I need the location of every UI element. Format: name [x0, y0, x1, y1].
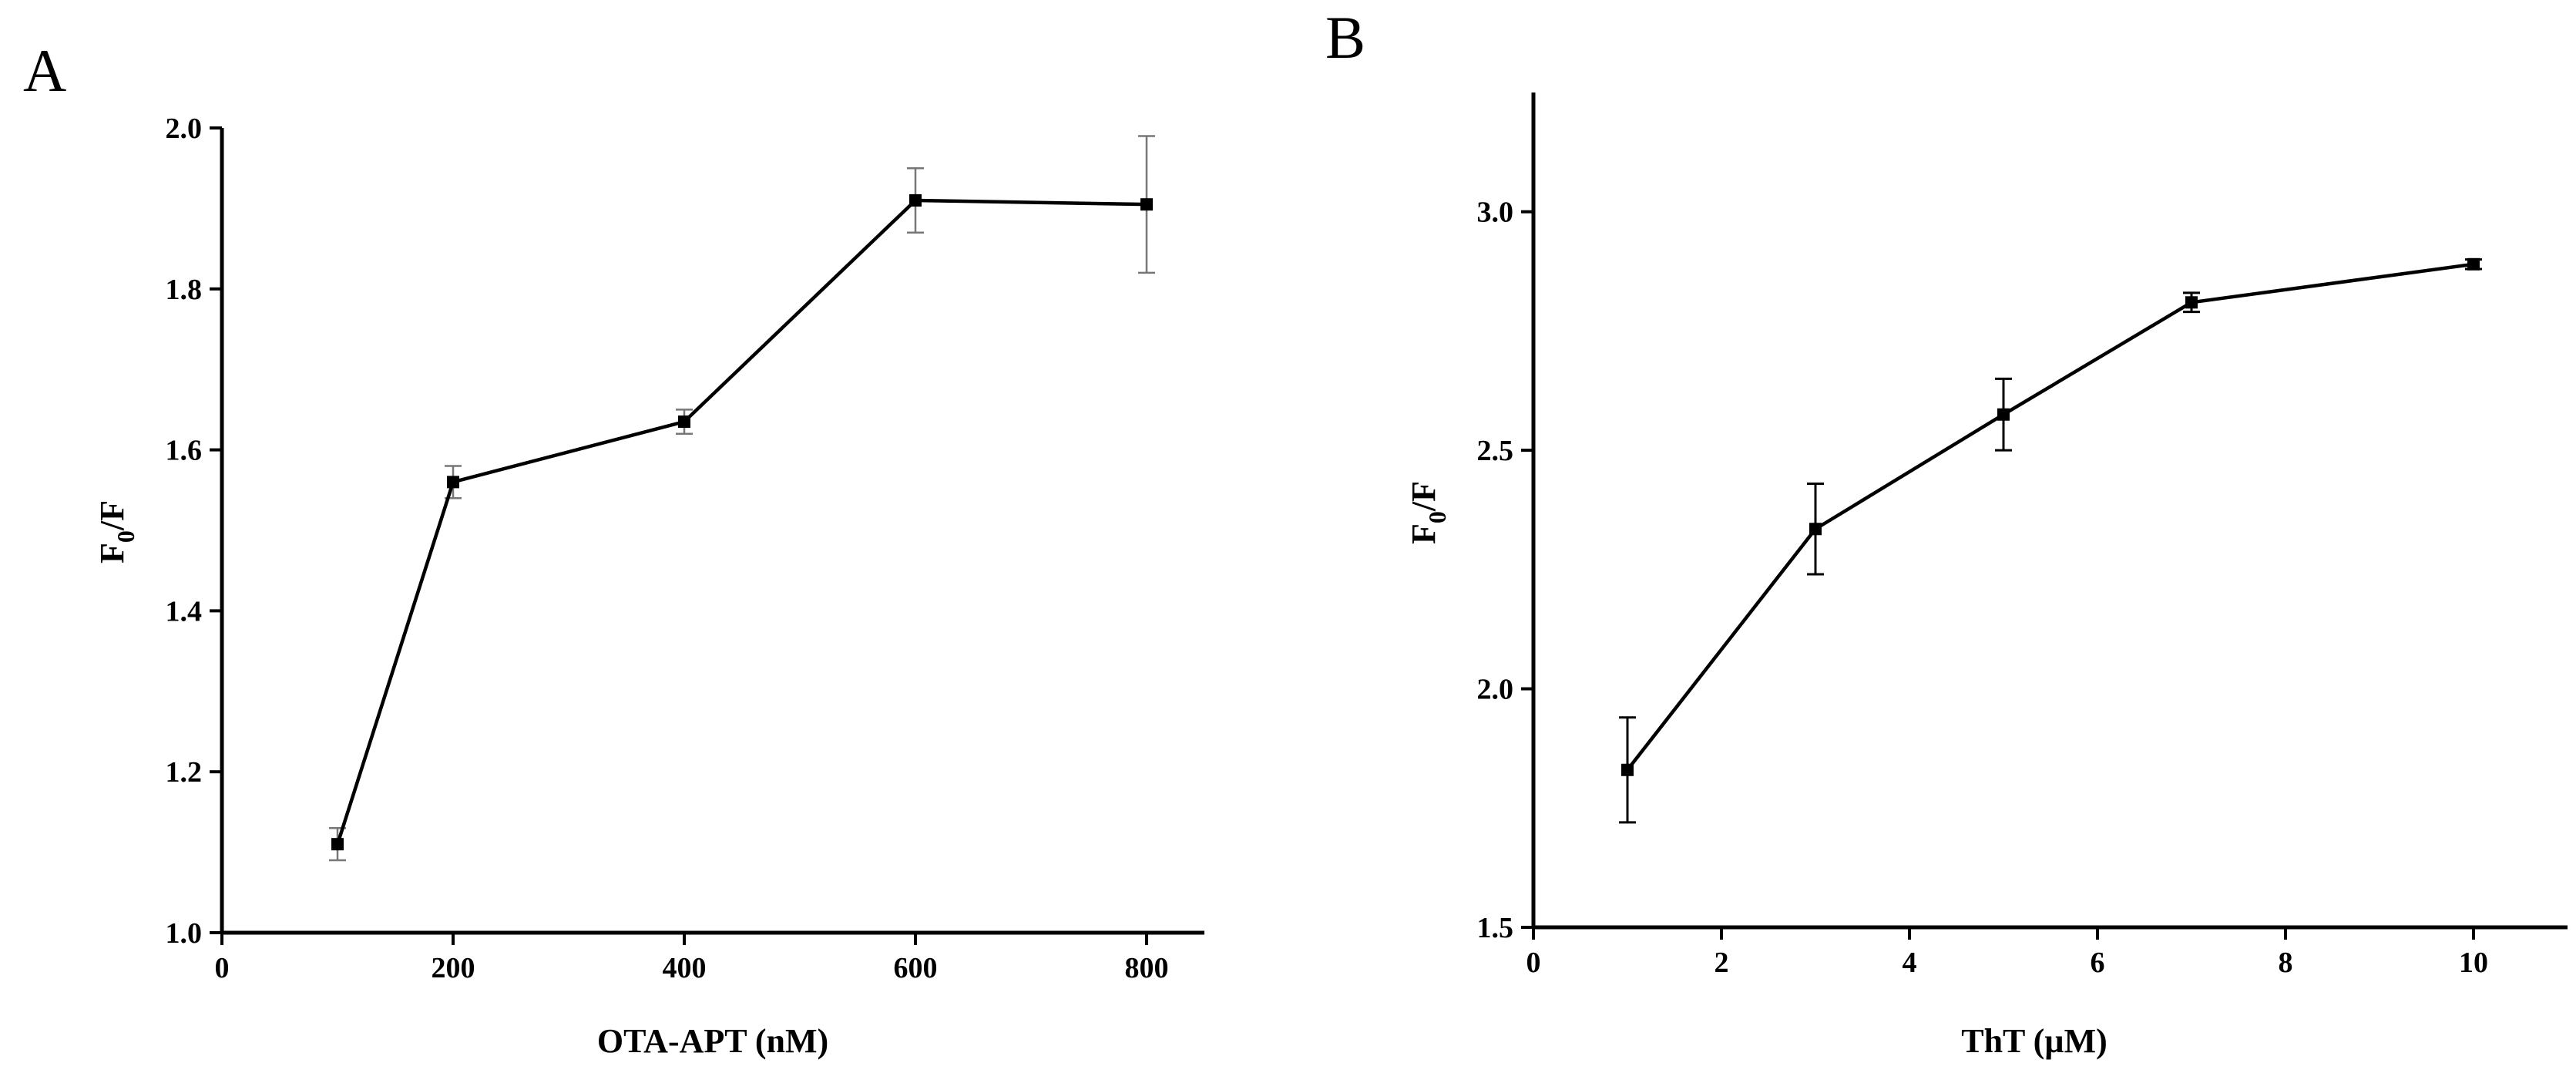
y-tick-label: 1.8 — [166, 274, 203, 306]
y-tick-label: 1.2 — [166, 756, 203, 789]
x-tick-label: 200 — [432, 952, 475, 984]
y-axis-title-tail: /F — [1405, 481, 1442, 512]
y-axis-title-main: F — [93, 543, 131, 563]
x-axis-title: OTA-APT (nM) — [597, 1022, 828, 1060]
x-tick-label: 2 — [1715, 947, 1729, 979]
data-point — [1621, 763, 1634, 776]
y-axis-title: F0/F — [1405, 481, 1451, 544]
x-tick-label: 400 — [663, 952, 707, 984]
panel-b-label: B — [1325, 4, 1365, 71]
y-tick-label: 3.0 — [1477, 197, 1514, 229]
data-point — [1997, 408, 2010, 421]
y-tick-label: 2.5 — [1477, 435, 1514, 467]
y-tick-label: 1.6 — [166, 435, 203, 467]
y-tick-label: 1.4 — [166, 595, 203, 627]
series-line — [335, 198, 1147, 845]
data-point — [1809, 523, 1822, 536]
y-tick-label: 2.0 — [1477, 674, 1514, 706]
panel-a-label: A — [23, 37, 66, 104]
data-point — [909, 193, 922, 207]
x-tick-label: 10 — [2459, 947, 2488, 979]
x-tick-label: 800 — [1125, 952, 1169, 984]
x-tick-label: 0 — [215, 952, 230, 984]
y-tick-label: 1.5 — [1477, 912, 1514, 944]
y-tick-label: 2.0 — [166, 113, 203, 145]
data-point — [331, 838, 344, 851]
x-tick-label: 6 — [2091, 947, 2105, 979]
series-line — [1626, 262, 2474, 772]
y-axis-title-tail: /F — [93, 500, 131, 531]
data-point — [2467, 257, 2480, 271]
data-point — [447, 476, 459, 489]
y-tick-label: 1.0 — [166, 917, 203, 950]
y-axis-title-subscript: 0 — [112, 530, 139, 543]
y-axis-title-main: F — [1405, 523, 1442, 544]
x-tick-label: 0 — [1526, 947, 1541, 979]
x-tick-label: 600 — [894, 952, 938, 984]
chart-panel-a: A 0 200 400 600 800 1.0 1.2 1.4 1.6 1.8 2.0 OTA-AP… — [23, 37, 1204, 1060]
chart-panel-b: B 0 2 4 6 8 101.52.02.53.0 ThT (µM) F0/F — [1325, 4, 2568, 1060]
data-point — [2185, 296, 2198, 309]
y-axis-title: F0/F — [93, 500, 139, 563]
x-tick-label: 4 — [1903, 947, 1917, 979]
x-axis-title: ThT (µM) — [1961, 1022, 2107, 1060]
y-axis-title-subscript: 0 — [1423, 511, 1451, 523]
data-point — [678, 415, 690, 429]
data-point — [1140, 198, 1153, 211]
x-tick-label: 8 — [2279, 947, 2293, 979]
